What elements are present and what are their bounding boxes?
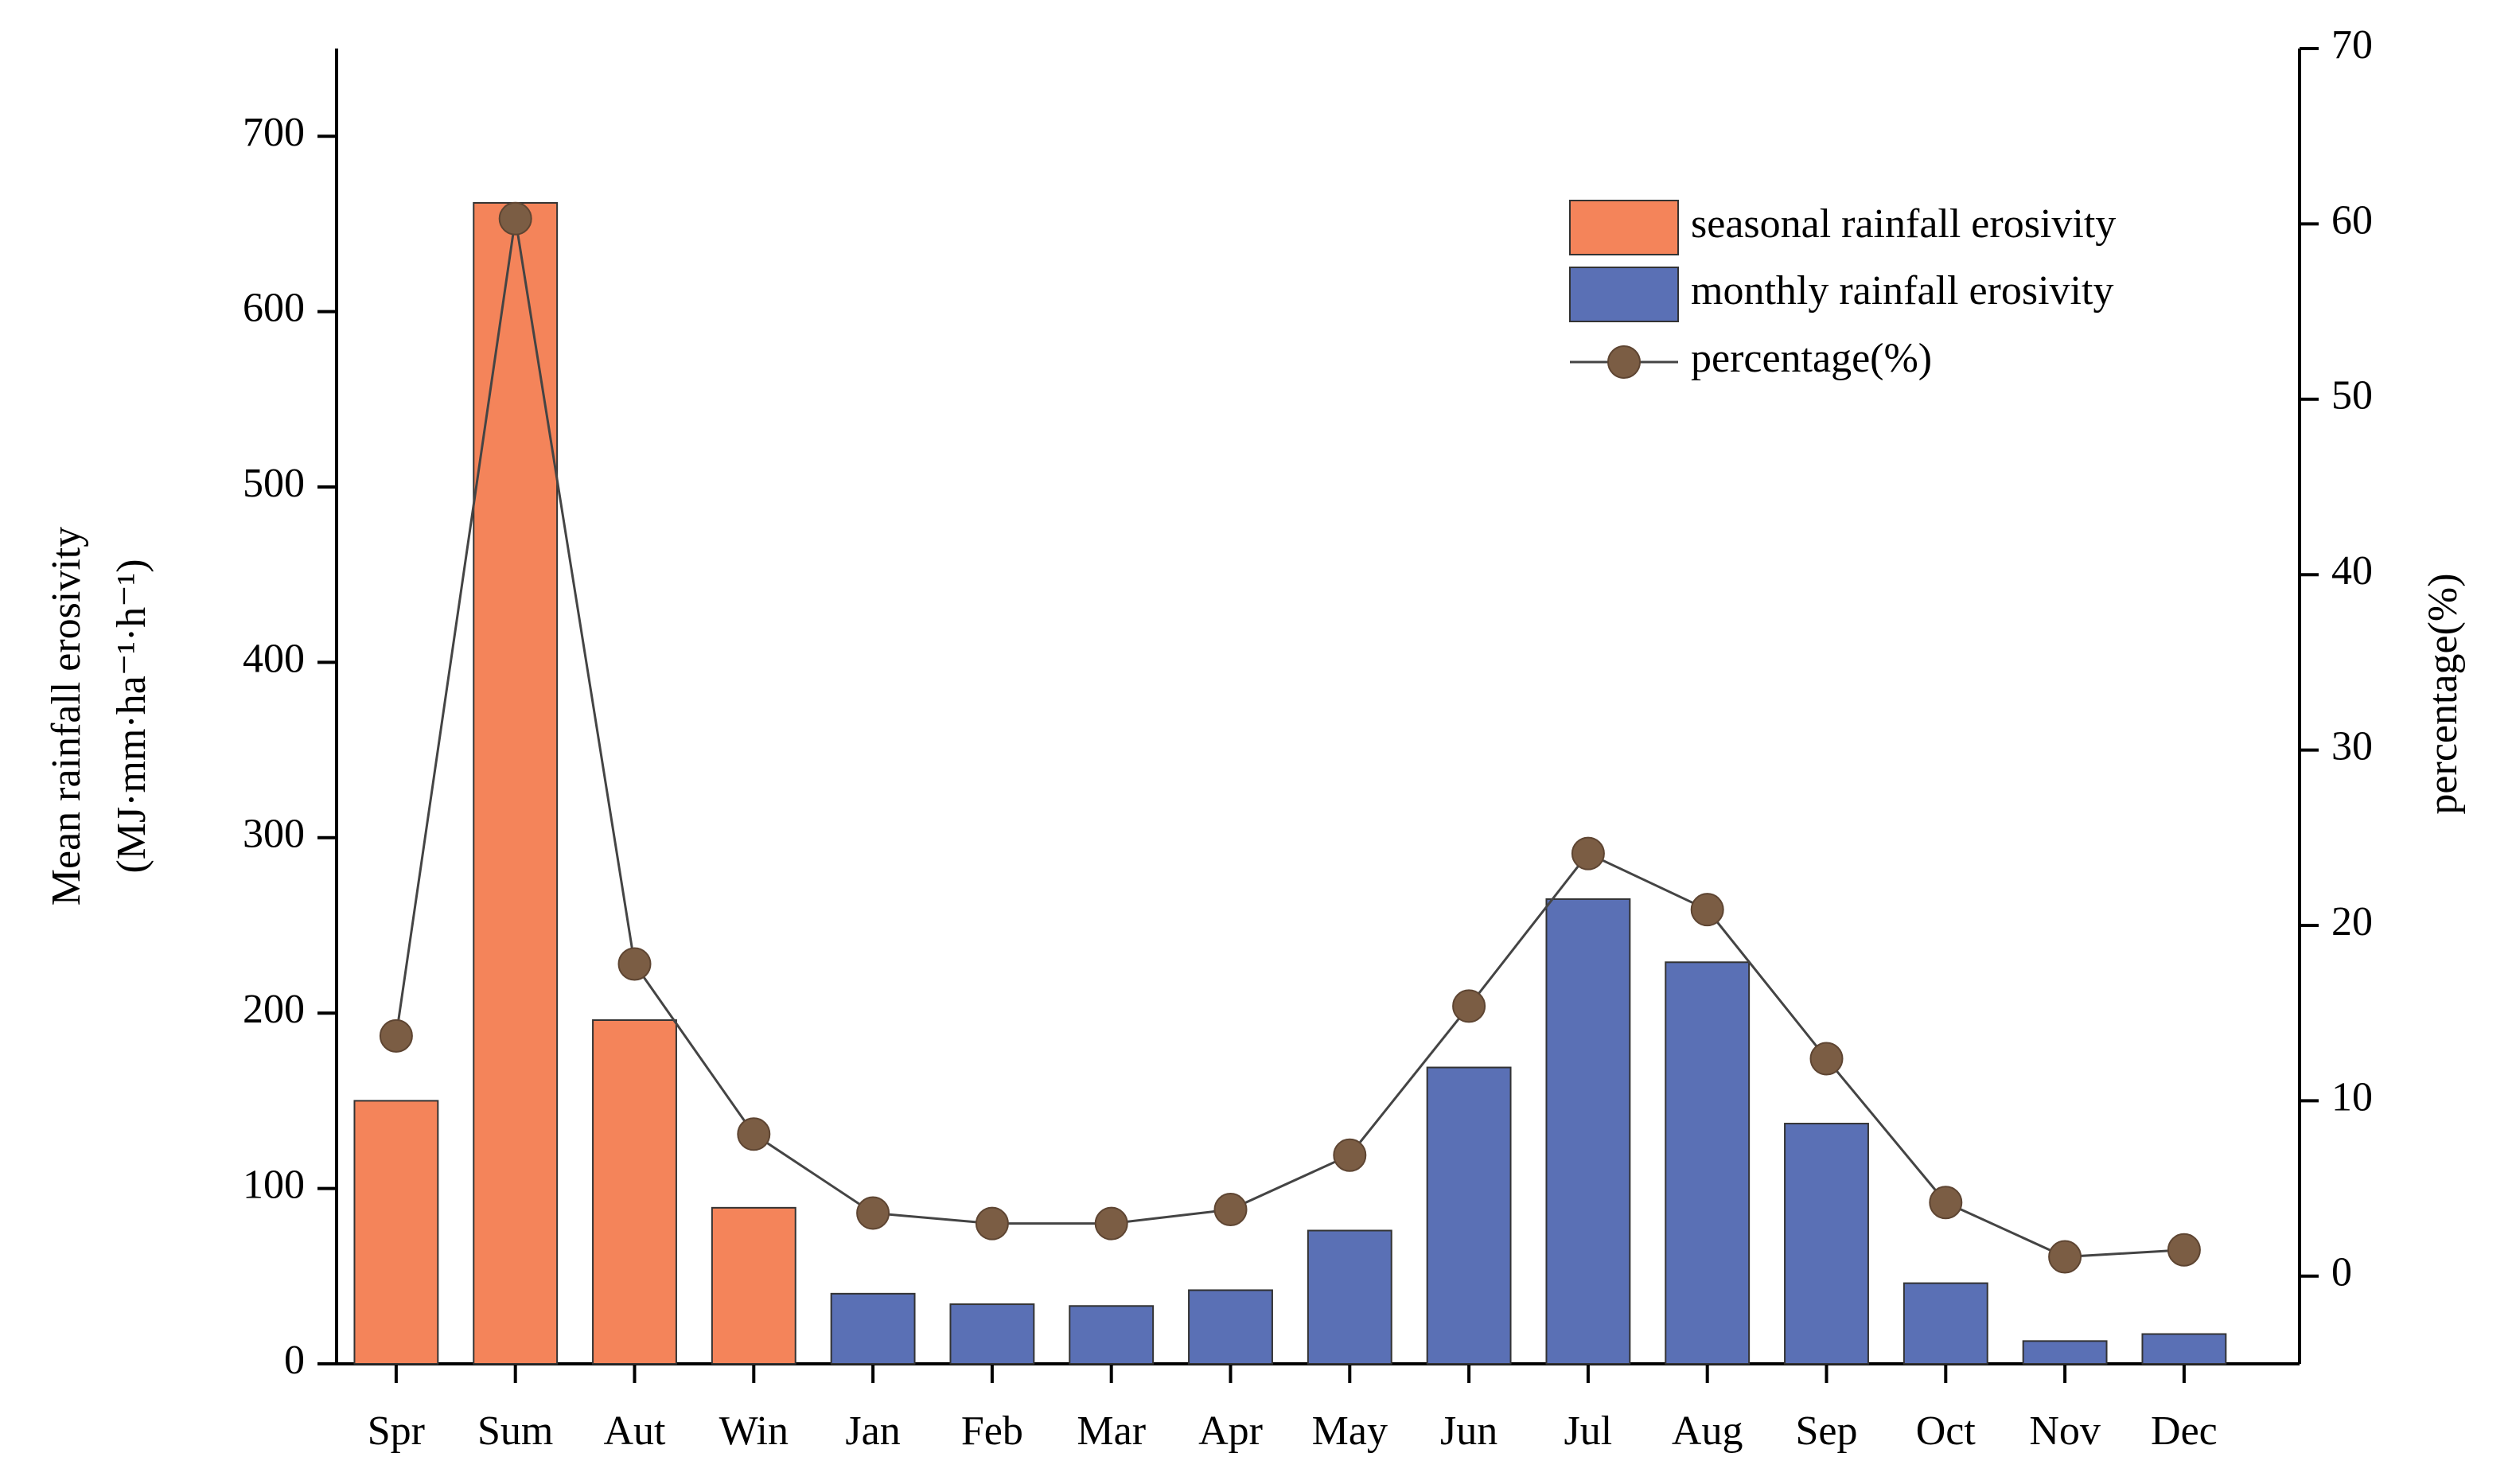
marker bbox=[1213, 1193, 1248, 1227]
y-tick-label: 400 bbox=[243, 636, 305, 681]
bar bbox=[473, 201, 559, 1365]
marker bbox=[1571, 836, 1605, 871]
marker bbox=[1452, 989, 1486, 1023]
legend-label: percentage(%) bbox=[1691, 336, 1932, 381]
bar bbox=[1545, 898, 1631, 1365]
x-tick-label: Nov bbox=[2029, 1408, 2101, 1454]
legend-label: seasonal rainfall erosivity bbox=[1691, 201, 2116, 247]
bar bbox=[353, 1100, 439, 1365]
bar bbox=[1426, 1066, 1512, 1365]
x-tick-label: Sum bbox=[477, 1408, 553, 1454]
y-axis-label: (MJ·mm·ha⁻¹·h⁻¹) bbox=[109, 559, 154, 873]
bar bbox=[830, 1292, 916, 1365]
x-tick-label: Dec bbox=[2151, 1408, 2218, 1454]
y-tick-label: 100 bbox=[243, 1163, 305, 1208]
marker bbox=[1929, 1186, 1963, 1220]
bar bbox=[1188, 1289, 1273, 1365]
y2-tick-label: 0 bbox=[2331, 1250, 2352, 1295]
y2-tick-label: 10 bbox=[2331, 1074, 2373, 1120]
y2-tick-label: 50 bbox=[2331, 373, 2373, 419]
marker bbox=[2048, 1240, 2082, 1274]
bar bbox=[711, 1206, 796, 1365]
marker bbox=[1333, 1138, 1367, 1172]
x-tick-label: Aug bbox=[1672, 1408, 1743, 1454]
bar bbox=[1784, 1123, 1869, 1365]
legend-marker bbox=[1607, 345, 1641, 379]
y2-tick-label: 30 bbox=[2331, 724, 2373, 769]
y-tick-label: 300 bbox=[243, 812, 305, 857]
y-tick-label: 500 bbox=[243, 461, 305, 506]
marker bbox=[617, 947, 652, 981]
x-tick-label: Spr bbox=[368, 1408, 425, 1454]
x-tick-label: Jan bbox=[845, 1408, 900, 1454]
legend-label: monthly rainfall erosivity bbox=[1691, 268, 2113, 314]
y2-tick-label: 20 bbox=[2331, 899, 2373, 945]
x-tick-label: Aut bbox=[604, 1408, 667, 1454]
marker bbox=[975, 1206, 1009, 1241]
y-axis-label: Mean rainfall erosivity bbox=[44, 527, 89, 906]
bar bbox=[1902, 1282, 1988, 1365]
marker bbox=[1809, 1042, 1844, 1076]
y-tick-label: 600 bbox=[243, 286, 305, 331]
x-tick-label: Feb bbox=[961, 1408, 1023, 1454]
x-tick-label: Apr bbox=[1198, 1408, 1263, 1454]
marker bbox=[737, 1117, 771, 1151]
legend-swatch bbox=[1569, 267, 1679, 322]
x-tick-label: Jul bbox=[1564, 1408, 1613, 1454]
x-tick-label: Oct bbox=[1916, 1408, 1976, 1454]
x-tick-label: May bbox=[1312, 1408, 1388, 1454]
marker bbox=[1094, 1206, 1128, 1241]
y2-axis-label: percentage(%) bbox=[2420, 573, 2466, 814]
marker bbox=[1690, 893, 1724, 927]
y-tick-label: 700 bbox=[243, 110, 305, 155]
y2-tick-label: 60 bbox=[2331, 197, 2373, 243]
x-tick-label: Mar bbox=[1077, 1408, 1146, 1454]
bar bbox=[2022, 1340, 2108, 1365]
marker bbox=[379, 1019, 413, 1053]
x-tick-label: Win bbox=[719, 1408, 789, 1454]
bar bbox=[2141, 1333, 2227, 1365]
y2-tick-label: 40 bbox=[2331, 548, 2373, 594]
y-tick-label: 200 bbox=[243, 987, 305, 1032]
bar bbox=[949, 1303, 1035, 1365]
bar bbox=[1069, 1305, 1155, 1365]
bar bbox=[592, 1019, 677, 1365]
bar bbox=[1665, 961, 1751, 1365]
marker bbox=[2167, 1233, 2201, 1267]
x-tick-label: Sep bbox=[1796, 1408, 1858, 1454]
legend-swatch bbox=[1569, 200, 1679, 255]
bar bbox=[1307, 1229, 1392, 1365]
line bbox=[395, 218, 2184, 1259]
y-tick-label: 0 bbox=[284, 1338, 305, 1383]
x-tick-label: Jun bbox=[1440, 1408, 1497, 1454]
marker bbox=[498, 201, 532, 236]
marker bbox=[856, 1196, 890, 1230]
y2-tick-label: 70 bbox=[2331, 22, 2373, 68]
